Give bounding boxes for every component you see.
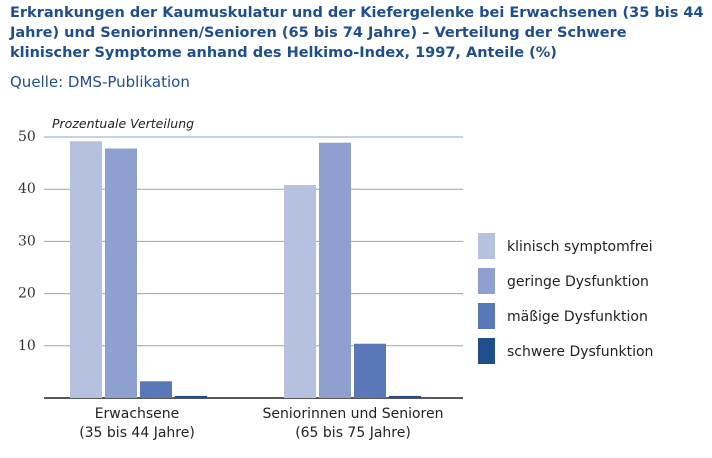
legend-swatch [478,338,495,364]
x-category-label: (65 bis 75 Jahre) [295,425,411,441]
y-tick-label: 30 [18,233,36,249]
y-tick-label: 50 [18,129,36,145]
legend-label: mäßige Dysfunktion [507,309,648,325]
chart-source: Quelle: DMS-Publikation [10,73,190,91]
legend-label: klinisch symptomfrei [507,239,653,255]
bar [140,381,172,398]
chart-title: Erkrankungen der Kaumuskulatur und der K… [10,5,704,61]
bar [389,395,421,398]
legend-label: schwere Dysfunktion [507,344,653,360]
legend-swatch [478,268,495,294]
y-tick-label: 20 [18,286,36,302]
y-axis-label: Prozentuale Verteilung [52,116,194,131]
x-category-label: Erwachsene [95,406,180,422]
legend-swatch [478,233,495,259]
bar [70,141,102,398]
x-category-label: Seniorinnen und Senioren [262,406,443,422]
bar [105,148,137,398]
bar [319,142,351,398]
y-tick-label: 40 [18,181,36,197]
x-category-label: (35 bis 44 Jahre) [79,425,195,441]
bar [284,185,316,398]
legend-label: geringe Dysfunktion [507,274,649,290]
bar [175,395,207,398]
y-tick-label: 10 [18,338,36,354]
legend-swatch [478,303,495,329]
bar [354,343,386,398]
